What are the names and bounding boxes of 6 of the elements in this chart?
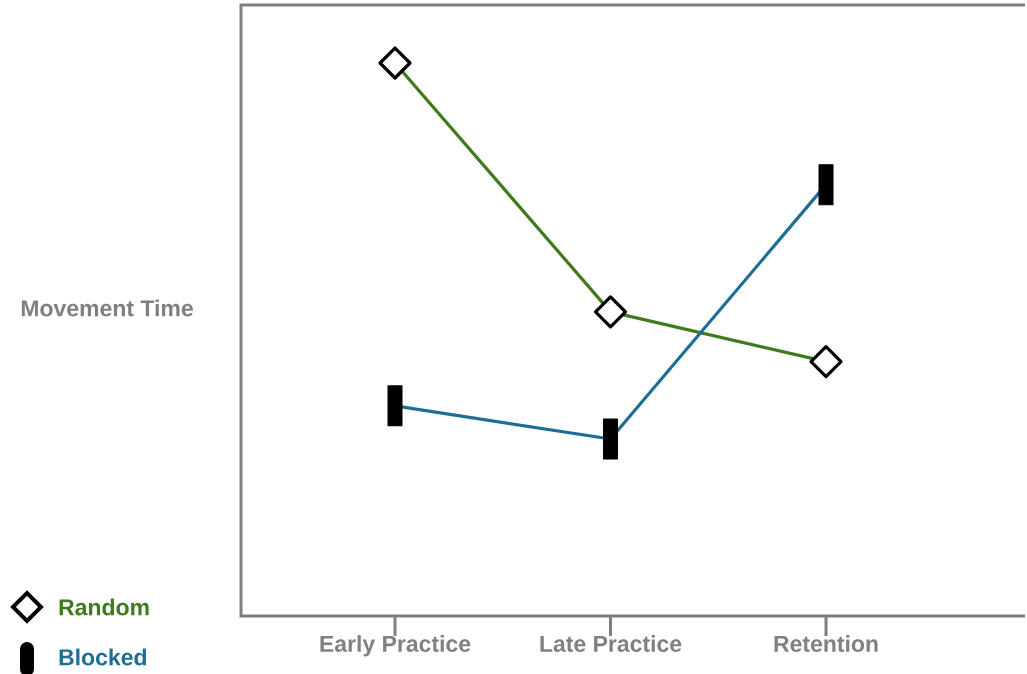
legend-label: Blocked: [59, 648, 146, 666]
x-tick-label: Late Practice: [540, 635, 682, 652]
x-tick-label: Retention: [774, 635, 878, 652]
legend-label: Random: [59, 598, 149, 616]
x-tick-label: Early Practice: [320, 635, 471, 657]
y-axis-title: Movement Time: [21, 299, 193, 317]
